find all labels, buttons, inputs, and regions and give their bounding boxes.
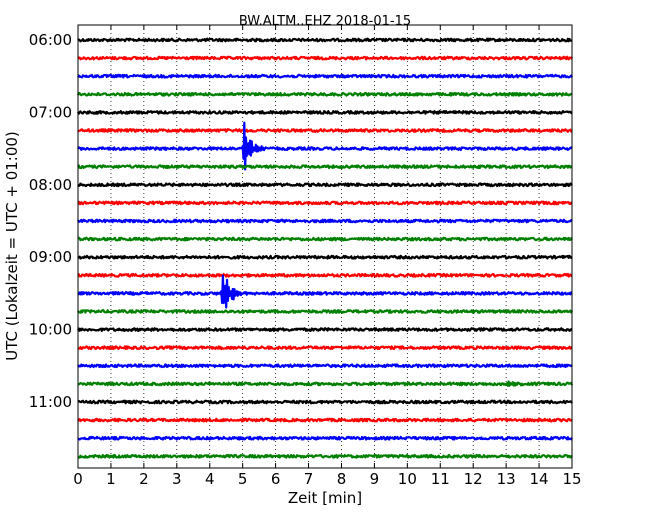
x-tick-label: 6 — [271, 470, 281, 488]
trace-line — [77, 453, 573, 459]
x-ticks: 0 1 2 3 4 5 6 7 8 9 10 11 12 13 14 15 — [73, 25, 582, 488]
trace-line — [76, 110, 573, 115]
x-tick-label: 15 — [562, 470, 581, 488]
trace-line — [77, 128, 573, 133]
trace-line — [77, 274, 573, 309]
plot-frame — [77, 24, 573, 469]
y-tick-label: 10:00 — [29, 321, 72, 339]
x-tick-label: 2 — [139, 470, 149, 488]
x-tick-label: 3 — [172, 470, 182, 488]
trace-line — [77, 164, 573, 170]
x-axis-label: Zeit [min] — [288, 489, 362, 507]
trace-line — [77, 435, 573, 441]
trace-line — [77, 55, 573, 61]
trace-line — [77, 200, 573, 206]
trace-line — [76, 327, 573, 332]
x-tick-label: 14 — [530, 470, 549, 488]
trace-line — [77, 399, 573, 405]
x-tick-label: 0 — [73, 470, 83, 488]
trace-line — [77, 363, 573, 369]
traces — [76, 37, 574, 459]
y-tick-label: 06:00 — [29, 31, 72, 49]
x-tick-label: 11 — [431, 470, 450, 488]
x-tick-label: 7 — [304, 470, 314, 488]
x-tick-label: 13 — [497, 470, 516, 488]
trace-line — [77, 345, 573, 351]
trace-line — [77, 309, 574, 314]
trace-line — [77, 236, 573, 242]
trace-line — [77, 182, 573, 188]
y-axis-label: UTC (Lokalzeit = UTC + 01:00) — [3, 131, 21, 361]
x-tick-label: 4 — [205, 470, 215, 488]
x-tick-label: 5 — [238, 470, 248, 488]
trace-line — [77, 73, 573, 79]
x-tick-label: 1 — [106, 470, 116, 488]
y-ticks: 06:00 07:00 08:00 09:00 10:00 11:00 — [29, 31, 572, 411]
x-tick-label: 8 — [337, 470, 347, 488]
chart-title: BW.ALTM..EHZ 2018-01-15 — [239, 14, 411, 29]
trace-line — [76, 91, 573, 97]
y-tick-label: 08:00 — [29, 176, 72, 194]
trace-line — [77, 417, 573, 423]
y-tick-label: 09:00 — [29, 248, 72, 266]
trace-line — [77, 37, 573, 43]
trace-line — [77, 218, 573, 224]
y-tick-label: 07:00 — [29, 103, 72, 121]
y-tick-label: 11:00 — [29, 393, 72, 411]
trace-line — [77, 272, 573, 278]
trace-line — [77, 121, 573, 171]
x-tick-label: 12 — [464, 470, 483, 488]
trace-line — [77, 254, 573, 260]
trace-line — [77, 380, 574, 387]
x-tick-label: 9 — [370, 470, 380, 488]
x-tick-label: 10 — [398, 470, 417, 488]
